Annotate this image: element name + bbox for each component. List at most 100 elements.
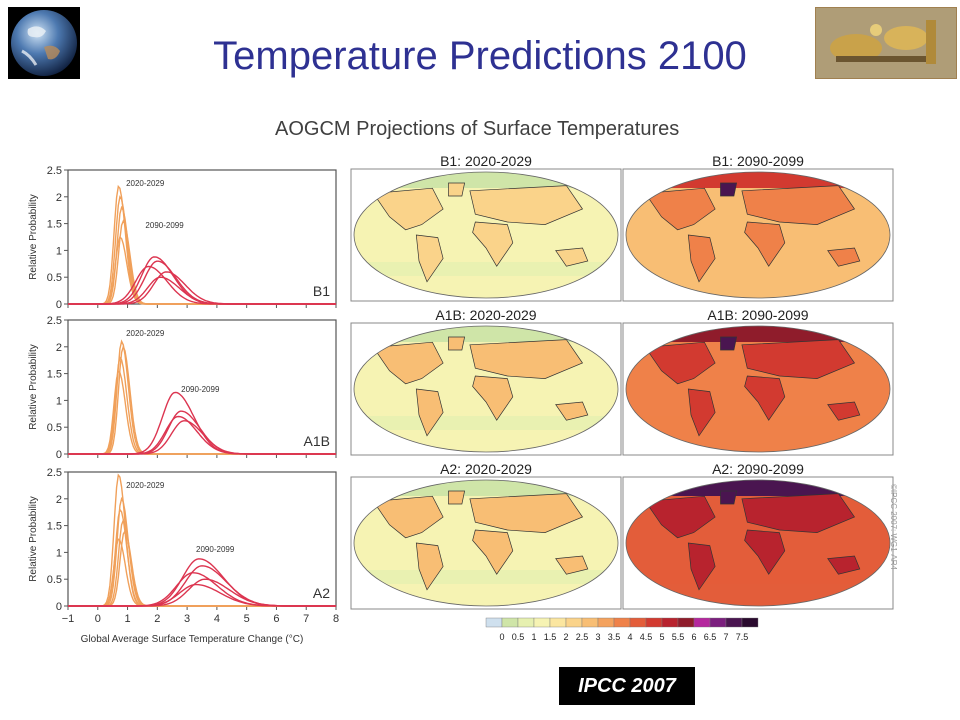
- scenario-label: A1B: [304, 433, 330, 449]
- map-outline: [353, 171, 619, 299]
- colorbar-tick-label: 6: [691, 632, 696, 642]
- continent-shape: [720, 182, 738, 197]
- continent-shape: [372, 341, 444, 385]
- southern-ocean-band: [626, 570, 890, 584]
- colorbar-tick-label: 2: [563, 632, 568, 642]
- colorbar-tick-label: 0.5: [512, 632, 525, 642]
- colorbar-tick-label: 1: [531, 632, 536, 642]
- continent-shape: [472, 375, 514, 421]
- colorbar-swatch: [677, 617, 695, 628]
- y-tick-label: 2: [56, 192, 62, 204]
- colorbar-tick-label: 5.5: [672, 632, 685, 642]
- x-tick-label: 4: [214, 613, 220, 625]
- continent-shape: [469, 339, 584, 379]
- continent-shape: [448, 182, 466, 197]
- continent-shape: [744, 529, 786, 575]
- late-period-curve: [68, 583, 336, 607]
- continent-shape: [415, 234, 444, 283]
- southern-ocean-band: [354, 570, 618, 584]
- continent-shape: [472, 529, 514, 575]
- continent-shape: [644, 187, 716, 231]
- copyright-note: ©IPCC 2007: WG1-AR4: [889, 484, 898, 570]
- colorbar-tick-label: 2.5: [576, 632, 589, 642]
- continent-shape: [741, 339, 856, 379]
- y-tick-label: 1.5: [47, 219, 62, 231]
- y-tick-label: 1.5: [47, 521, 62, 533]
- slide-title: Temperature Predictions 2100: [213, 34, 747, 78]
- colorbar-tick-label: 7.5: [736, 632, 749, 642]
- temperature-colorbar: 0 0.5 1 1.5 2 2.5 3 3.5 4 4.5 5 5.5 6 6.5 7 7.5: [485, 617, 759, 642]
- colorbar-tick-label: 4: [627, 632, 632, 642]
- continent-shape: [415, 542, 444, 591]
- y-axis-label: Relative Probability: [28, 194, 39, 280]
- colorbar-swatch: [613, 617, 631, 628]
- y-tick-label: 0: [56, 299, 62, 311]
- colorbar-tick-label: 6.5: [704, 632, 717, 642]
- probability-distribution-chart: 0 0.5 1 1.5 2 2.5 Relative Probability 2020-202…: [28, 165, 339, 645]
- y-tick-label: 0: [56, 601, 62, 613]
- map-outline: [625, 325, 891, 453]
- continent-shape: [469, 493, 584, 533]
- continent-shape: [687, 234, 716, 283]
- colorbar-swatch: [661, 617, 679, 628]
- colorbar-swatch: [549, 617, 567, 628]
- continent-shape: [827, 247, 861, 267]
- y-tick-label: 2: [56, 494, 62, 506]
- y-tick-label: 1: [56, 245, 62, 257]
- x-tick-label: 7: [303, 613, 309, 625]
- x-tick-label: 1: [124, 613, 130, 625]
- colorbar-swatch: [645, 617, 663, 628]
- colorbar-swatch: [485, 617, 503, 628]
- scenario-label: B1: [313, 283, 330, 299]
- map-outline: [353, 479, 619, 607]
- colorbar-swatch: [517, 617, 535, 628]
- map-outline: [625, 479, 891, 607]
- continent-shape: [827, 555, 861, 575]
- temperature-maps: [350, 168, 894, 610]
- early-period-label: 2020-2029: [126, 179, 165, 188]
- early-period-label: 2020-2029: [126, 329, 165, 338]
- colorbar-swatch: [501, 617, 519, 628]
- continent-shape: [687, 388, 716, 437]
- x-tick-label: 5: [244, 613, 250, 625]
- y-axis-label: Relative Probability: [28, 496, 39, 582]
- x-tick-label: 6: [273, 613, 279, 625]
- scenario-label: A2: [313, 585, 330, 601]
- source-credit-badge: IPCC 2007: [559, 667, 695, 705]
- colorbar-swatch: [709, 617, 727, 628]
- y-tick-label: 2.5: [47, 467, 62, 479]
- southern-ocean-band: [354, 416, 618, 430]
- late-period-curve: [68, 420, 336, 455]
- y-axis-label: Relative Probability: [28, 344, 39, 430]
- colorbar-tick-label: 4.5: [640, 632, 653, 642]
- southern-ocean-band: [626, 416, 890, 430]
- continent-shape: [741, 493, 856, 533]
- late-period-label: 2090-2099: [196, 545, 235, 554]
- y-tick-label: 1: [56, 547, 62, 559]
- y-tick-label: 0.5: [47, 574, 62, 586]
- continent-shape: [469, 185, 584, 225]
- map-label-a2-late: A2: 2090-2099: [712, 461, 804, 477]
- y-tick-label: 0.5: [47, 422, 62, 434]
- continent-shape: [720, 490, 738, 505]
- colorbar-tick-label: 7: [723, 632, 728, 642]
- x-tick-label: 8: [333, 613, 339, 625]
- y-tick-label: 0: [56, 449, 62, 461]
- x-tick-label: −1: [62, 613, 75, 625]
- continent-shape: [827, 401, 861, 421]
- colorbar-tick-label: 1.5: [544, 632, 557, 642]
- continent-shape: [744, 221, 786, 267]
- continent-shape: [555, 247, 589, 267]
- continent-shape: [687, 542, 716, 591]
- colorbar-tick-label: 0: [499, 632, 504, 642]
- x-tick-label: 0: [95, 613, 101, 625]
- continent-shape: [555, 401, 589, 421]
- continent-shape: [415, 388, 444, 437]
- panel-frame-b1: [67, 169, 337, 305]
- y-tick-label: 2.5: [47, 165, 62, 177]
- continent-shape: [372, 187, 444, 231]
- colorbar-swatch: [565, 617, 583, 628]
- x-axis-label: Global Average Surface Temperature Chang…: [81, 634, 304, 645]
- southern-ocean-band: [354, 262, 618, 276]
- continent-shape: [448, 490, 466, 505]
